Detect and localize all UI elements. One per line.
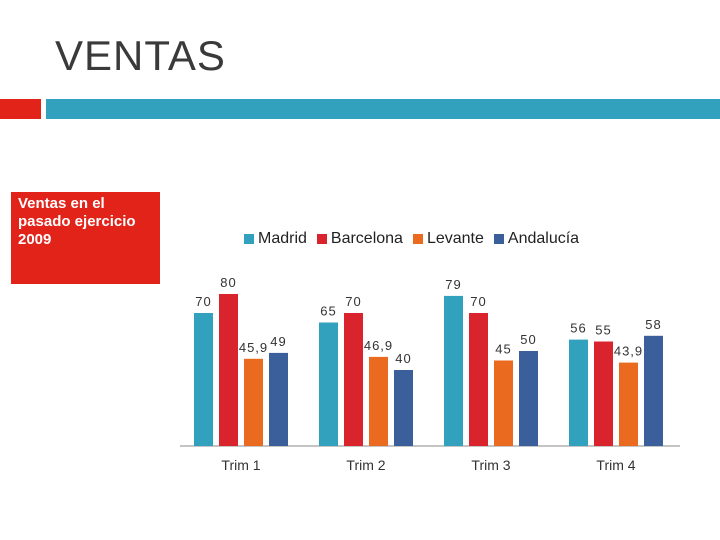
bar-andalucia-trim3 xyxy=(519,351,538,446)
data-label-levante-trim3: 45 xyxy=(495,342,511,357)
slide-title: VENTAS xyxy=(55,32,226,79)
data-label-andalucia-trim1: 49 xyxy=(270,334,286,349)
legend-item-barcelona: Barcelona xyxy=(316,230,403,248)
bar-barcelona-trim3 xyxy=(469,313,488,446)
bar-andalucia-trim4 xyxy=(644,335,663,446)
header-red-accent xyxy=(0,99,41,119)
data-label-andalucia-trim2: 40 xyxy=(395,351,411,366)
bar-barcelona-trim4 xyxy=(594,341,613,446)
side-note: Ventas en el pasado ejercicio 2009 xyxy=(11,192,160,284)
category-label-trim3: Trim 3 xyxy=(471,457,510,473)
bar-levante-trim3 xyxy=(494,360,513,446)
bar-andalucia-trim1 xyxy=(269,352,288,446)
data-label-levante-trim2: 46,9 xyxy=(364,338,393,353)
data-label-madrid-trim3: 79 xyxy=(445,277,461,292)
data-label-madrid-trim2: 65 xyxy=(320,304,336,319)
bar-andalucia-trim2 xyxy=(394,370,413,446)
legend-label-madrid: Madrid xyxy=(258,230,307,247)
chart-legend: Madrid Barcelona Levante Andalucía xyxy=(244,230,589,248)
data-label-barcelona-trim3: 70 xyxy=(470,294,486,309)
data-label-barcelona-trim4: 55 xyxy=(595,323,611,338)
data-label-madrid-trim4: 56 xyxy=(570,321,586,336)
data-label-andalucia-trim4: 58 xyxy=(645,317,661,332)
bar-barcelona-trim1 xyxy=(219,294,238,446)
legend-label-barcelona: Barcelona xyxy=(330,230,403,247)
bar-madrid-trim1 xyxy=(194,313,213,446)
bar-levante-trim4 xyxy=(619,362,638,446)
category-label-trim2: Trim 2 xyxy=(346,457,385,473)
bar-madrid-trim3 xyxy=(444,295,463,446)
legend-swatch-levante xyxy=(412,234,423,244)
header-teal-bar xyxy=(46,99,720,119)
legend-item-levante: Levante xyxy=(412,230,484,248)
category-label-trim4: Trim 4 xyxy=(596,457,635,473)
legend-swatch-madrid xyxy=(244,234,254,244)
data-label-andalucia-trim3: 50 xyxy=(520,332,536,347)
data-label-barcelona-trim1: 80 xyxy=(220,275,236,290)
category-label-trim1: Trim 1 xyxy=(221,457,260,473)
bar-madrid-trim4 xyxy=(569,339,588,446)
bar-madrid-trim2 xyxy=(319,322,338,446)
legend-swatch-andalucia xyxy=(493,234,504,244)
bar-levante-trim2 xyxy=(369,356,388,446)
legend-item-andalucia: Andalucía xyxy=(493,230,580,248)
legend-item-madrid: Madrid xyxy=(244,230,307,248)
bar-levante-trim1 xyxy=(244,358,263,446)
legend-swatch-barcelona xyxy=(316,234,327,244)
data-label-levante-trim4: 43,9 xyxy=(614,344,643,359)
data-label-barcelona-trim2: 70 xyxy=(345,294,361,309)
legend-label-levante: Levante xyxy=(426,230,484,247)
data-label-madrid-trim1: 70 xyxy=(195,294,211,309)
bar-barcelona-trim2 xyxy=(344,313,363,446)
data-label-levante-trim1: 45,9 xyxy=(239,340,268,355)
legend-label-andalucia: Andalucía xyxy=(507,230,580,247)
